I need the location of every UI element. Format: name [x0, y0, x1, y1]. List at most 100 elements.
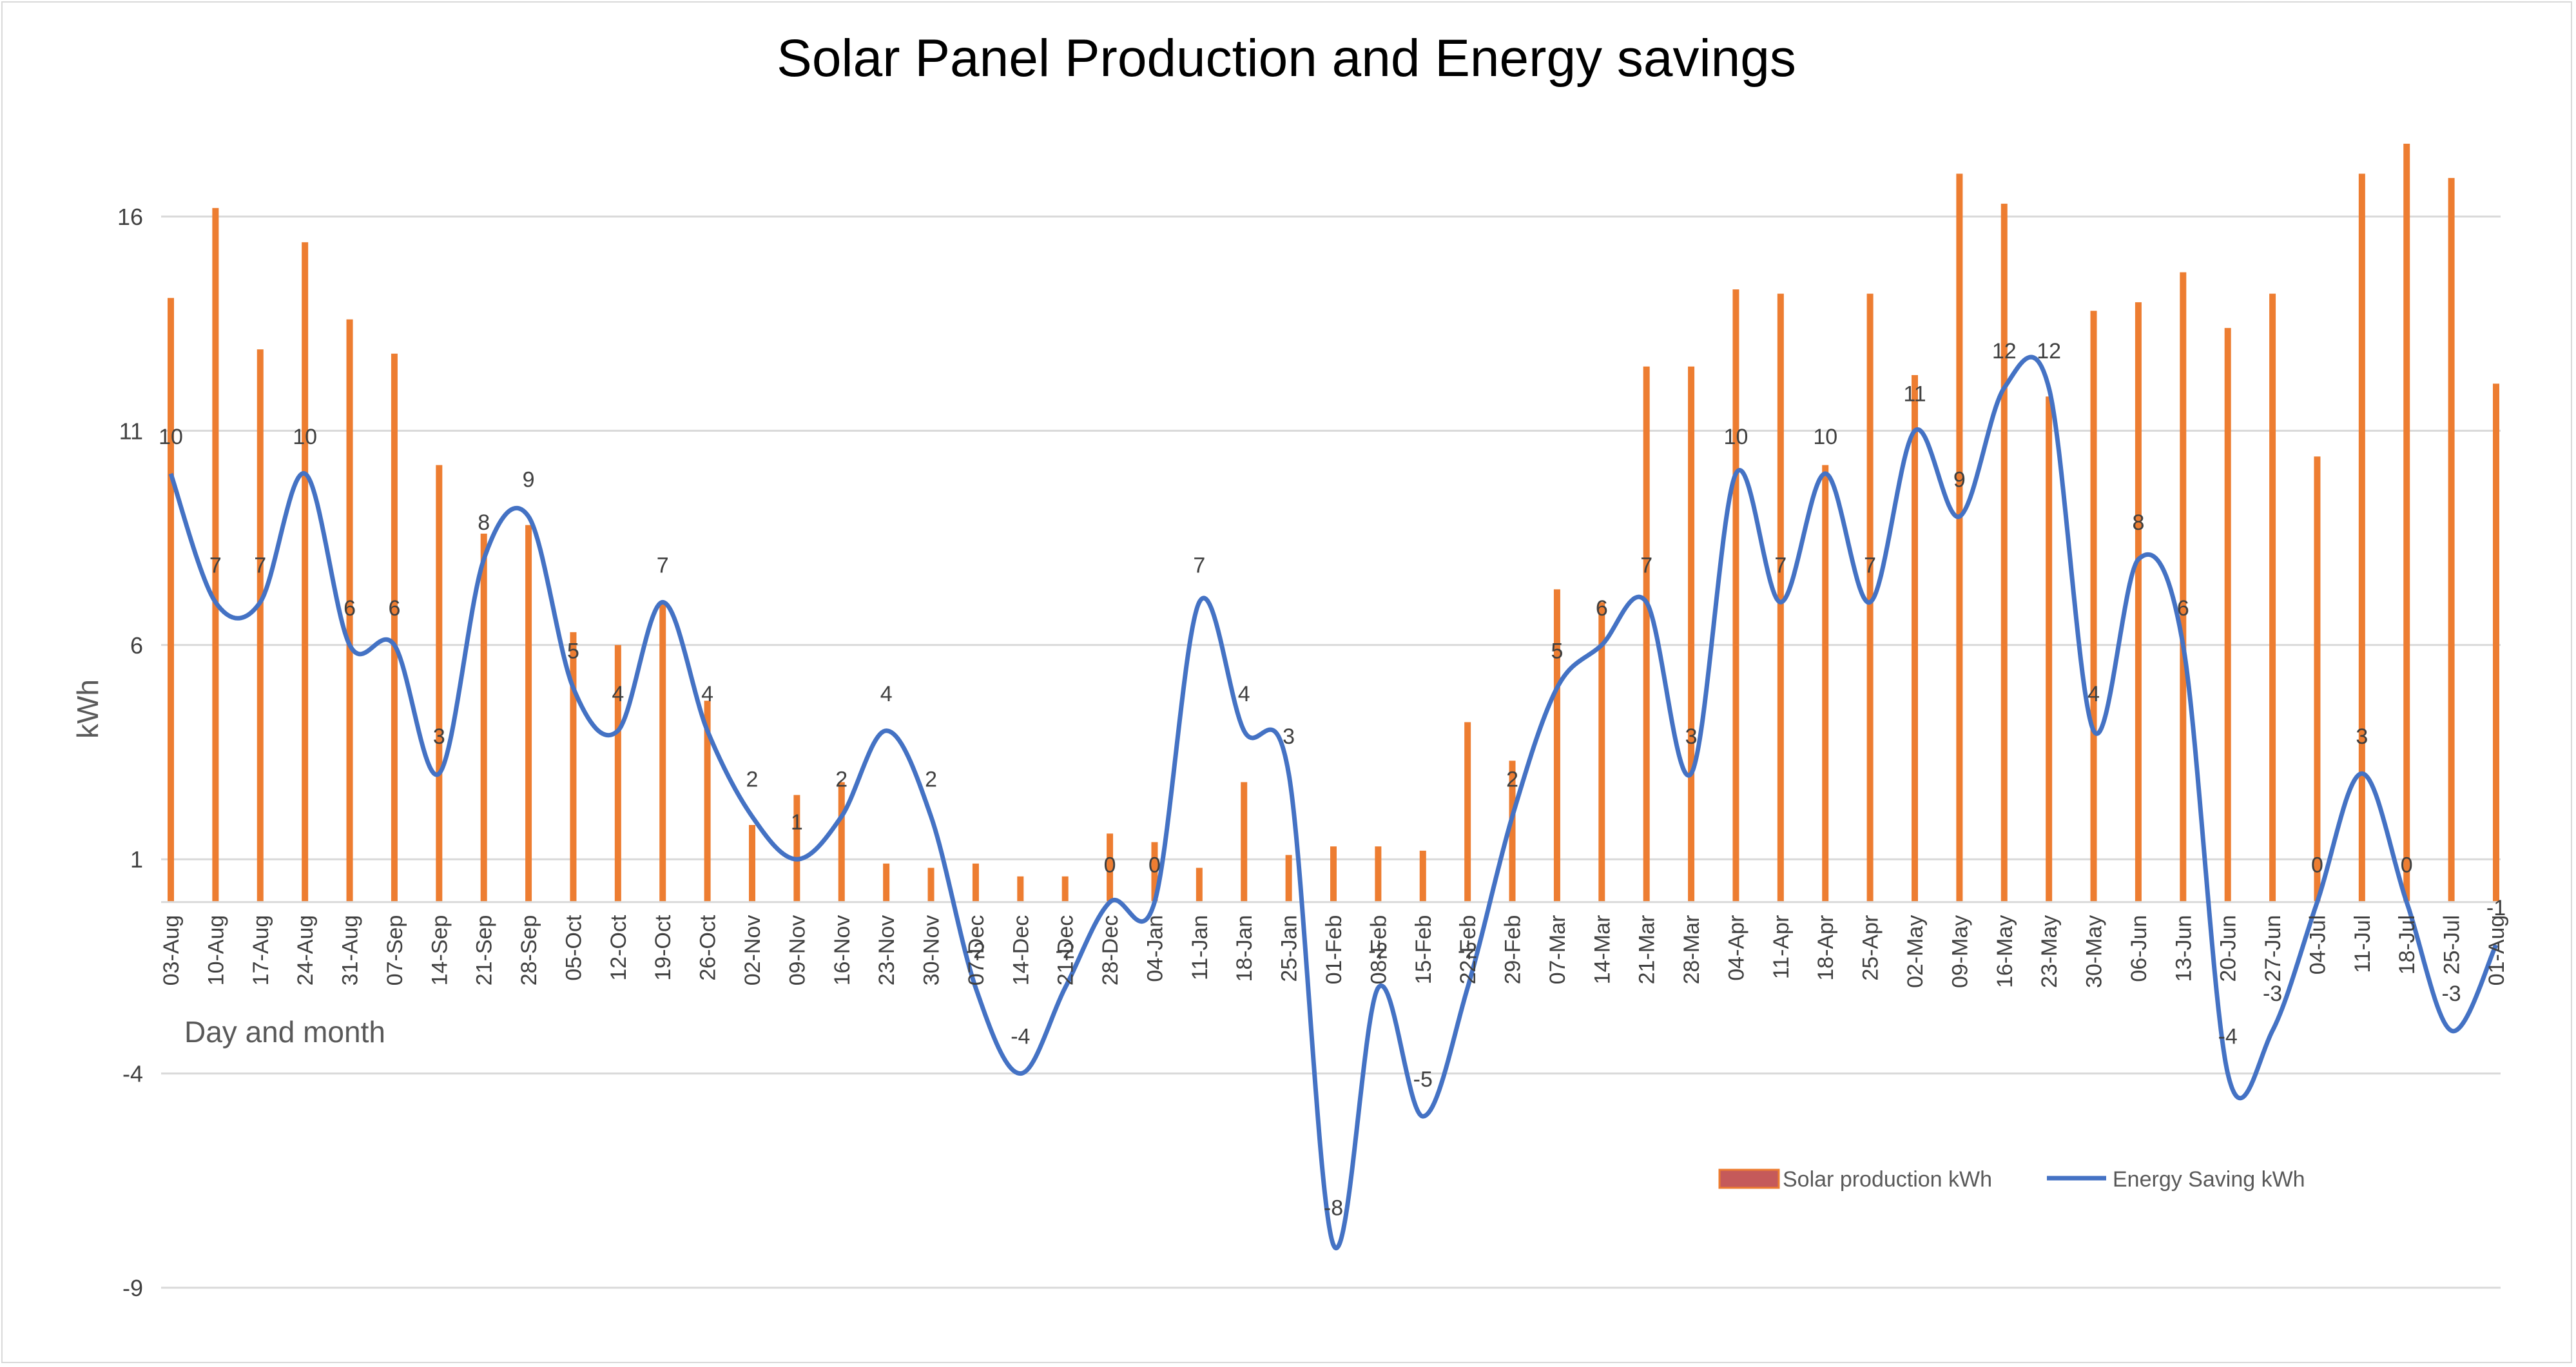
x-tick-label: 28-Sep — [517, 915, 541, 986]
bar — [1107, 833, 1114, 902]
data-label: 6 — [344, 596, 356, 621]
x-tick-label: 13-Jun — [2171, 915, 2196, 982]
data-label: 7 — [254, 553, 266, 577]
bar — [1956, 173, 1963, 902]
bar — [302, 242, 309, 902]
bar — [793, 795, 800, 902]
bar — [1151, 842, 1158, 902]
x-tick-label: 11-Jan — [1188, 915, 1212, 980]
data-label: 3 — [433, 724, 445, 749]
bar — [480, 533, 487, 902]
data-label: -4 — [2218, 1025, 2238, 1049]
legend-label-solar: Solar production kWh — [1783, 1167, 1992, 1192]
chart-title: Solar Panel Production and Energy saving… — [777, 29, 1796, 88]
bar — [2090, 311, 2097, 902]
x-tick-label: 16-May — [1993, 915, 2017, 988]
bar — [1866, 293, 1874, 902]
bar — [1688, 366, 1695, 902]
data-label: -3 — [2263, 982, 2282, 1006]
data-label: 7 — [657, 553, 669, 577]
data-label: 12 — [2037, 339, 2061, 364]
x-tick-label: 04-Jan — [1143, 915, 1167, 982]
bar — [257, 349, 264, 902]
x-tick-label: 01-Aug — [2484, 915, 2509, 986]
x-tick-label: 25-Apr — [1859, 915, 1883, 981]
gridlines — [161, 215, 2501, 1289]
data-label: -2 — [1368, 939, 1388, 964]
data-label: 2 — [835, 768, 847, 792]
x-tick-label: 28-Mar — [1680, 915, 1704, 985]
x-tick-label: 04-Apr — [1724, 915, 1748, 981]
bar — [2000, 204, 2008, 902]
x-axis-title: Day and month — [184, 1015, 385, 1049]
data-label: 4 — [2087, 682, 2100, 706]
x-tick-label: 08-Feb — [1366, 915, 1391, 985]
data-label: 5 — [567, 639, 579, 663]
data-label: 10 — [1813, 425, 1837, 449]
bar — [1464, 722, 1471, 902]
data-label: 7 — [1774, 553, 1787, 577]
data-label: 3 — [1685, 724, 1698, 749]
x-tick-label: 21-Dec — [1054, 915, 1078, 986]
x-tick-label: 09-May — [1948, 915, 1972, 988]
data-label: -4 — [1011, 1025, 1030, 1049]
x-tick-label: 04-Jul — [2305, 915, 2330, 975]
data-label: 7 — [1193, 553, 1205, 577]
bar — [2314, 456, 2321, 902]
x-tick-label: 01-Feb — [1322, 915, 1346, 985]
x-tick-label: 17-Aug — [249, 915, 273, 986]
bar — [1419, 850, 1426, 902]
x-tick-label: 26-Oct — [696, 915, 721, 981]
bar — [2180, 272, 2187, 902]
bar — [1241, 782, 1248, 902]
data-label: 0 — [1104, 853, 1116, 878]
bar — [391, 353, 398, 902]
x-tick-label: 25-Jul — [2440, 915, 2465, 975]
data-label: 11 — [1903, 382, 1926, 406]
data-label: -8 — [1324, 1196, 1343, 1221]
x-tick-label: 29-Feb — [1501, 915, 1525, 985]
bar — [1330, 846, 1337, 902]
data-label: 10 — [159, 425, 183, 449]
data-label: 8 — [478, 510, 490, 535]
x-tick-label: 11-Apr — [1769, 915, 1794, 980]
x-tick-label: 02-May — [1903, 915, 1928, 988]
data-label: -1 — [2486, 896, 2506, 920]
bar — [2448, 178, 2455, 902]
data-label: -3 — [2441, 982, 2461, 1006]
y-tick-label: 16 — [117, 204, 143, 230]
data-label: 2 — [746, 768, 759, 792]
bar — [838, 782, 845, 902]
x-tick-label: 22-Feb — [1456, 915, 1480, 985]
data-label: 7 — [1640, 553, 1652, 577]
x-tick-label: 10-Aug — [204, 915, 228, 986]
x-tick-label: 25-Jan — [1277, 915, 1302, 982]
bar — [1196, 868, 1203, 902]
bar — [749, 825, 755, 902]
bar — [2403, 143, 2410, 902]
bar — [1732, 289, 1739, 902]
data-label: 0 — [2401, 853, 2413, 878]
bar — [1777, 293, 1784, 902]
data-label: 7 — [1864, 553, 1876, 577]
x-tick-label: 12-Oct — [606, 915, 631, 981]
data-label: 2 — [1506, 768, 1518, 792]
x-tick-label: 05-Oct — [561, 915, 586, 981]
data-label: 9 — [523, 467, 535, 492]
x-tick-label: 07-Sep — [383, 915, 407, 986]
bar — [1509, 761, 1516, 902]
bar — [1822, 465, 1829, 902]
x-tick-label: 06-Jun — [2127, 915, 2151, 982]
y-axis-title: kWh — [71, 679, 104, 739]
bar — [1553, 589, 1560, 902]
data-label: 4 — [1238, 682, 1250, 706]
y-tick-label: -9 — [122, 1275, 143, 1301]
data-label: 4 — [880, 682, 893, 706]
x-tick-label: 23-May — [2037, 915, 2062, 988]
x-tick-label: 24-Aug — [293, 915, 318, 986]
x-tick-label: 31-Aug — [338, 915, 363, 986]
x-tick-label: 23-Nov — [875, 915, 899, 986]
x-tick-label: 18-Jul — [2395, 915, 2419, 975]
